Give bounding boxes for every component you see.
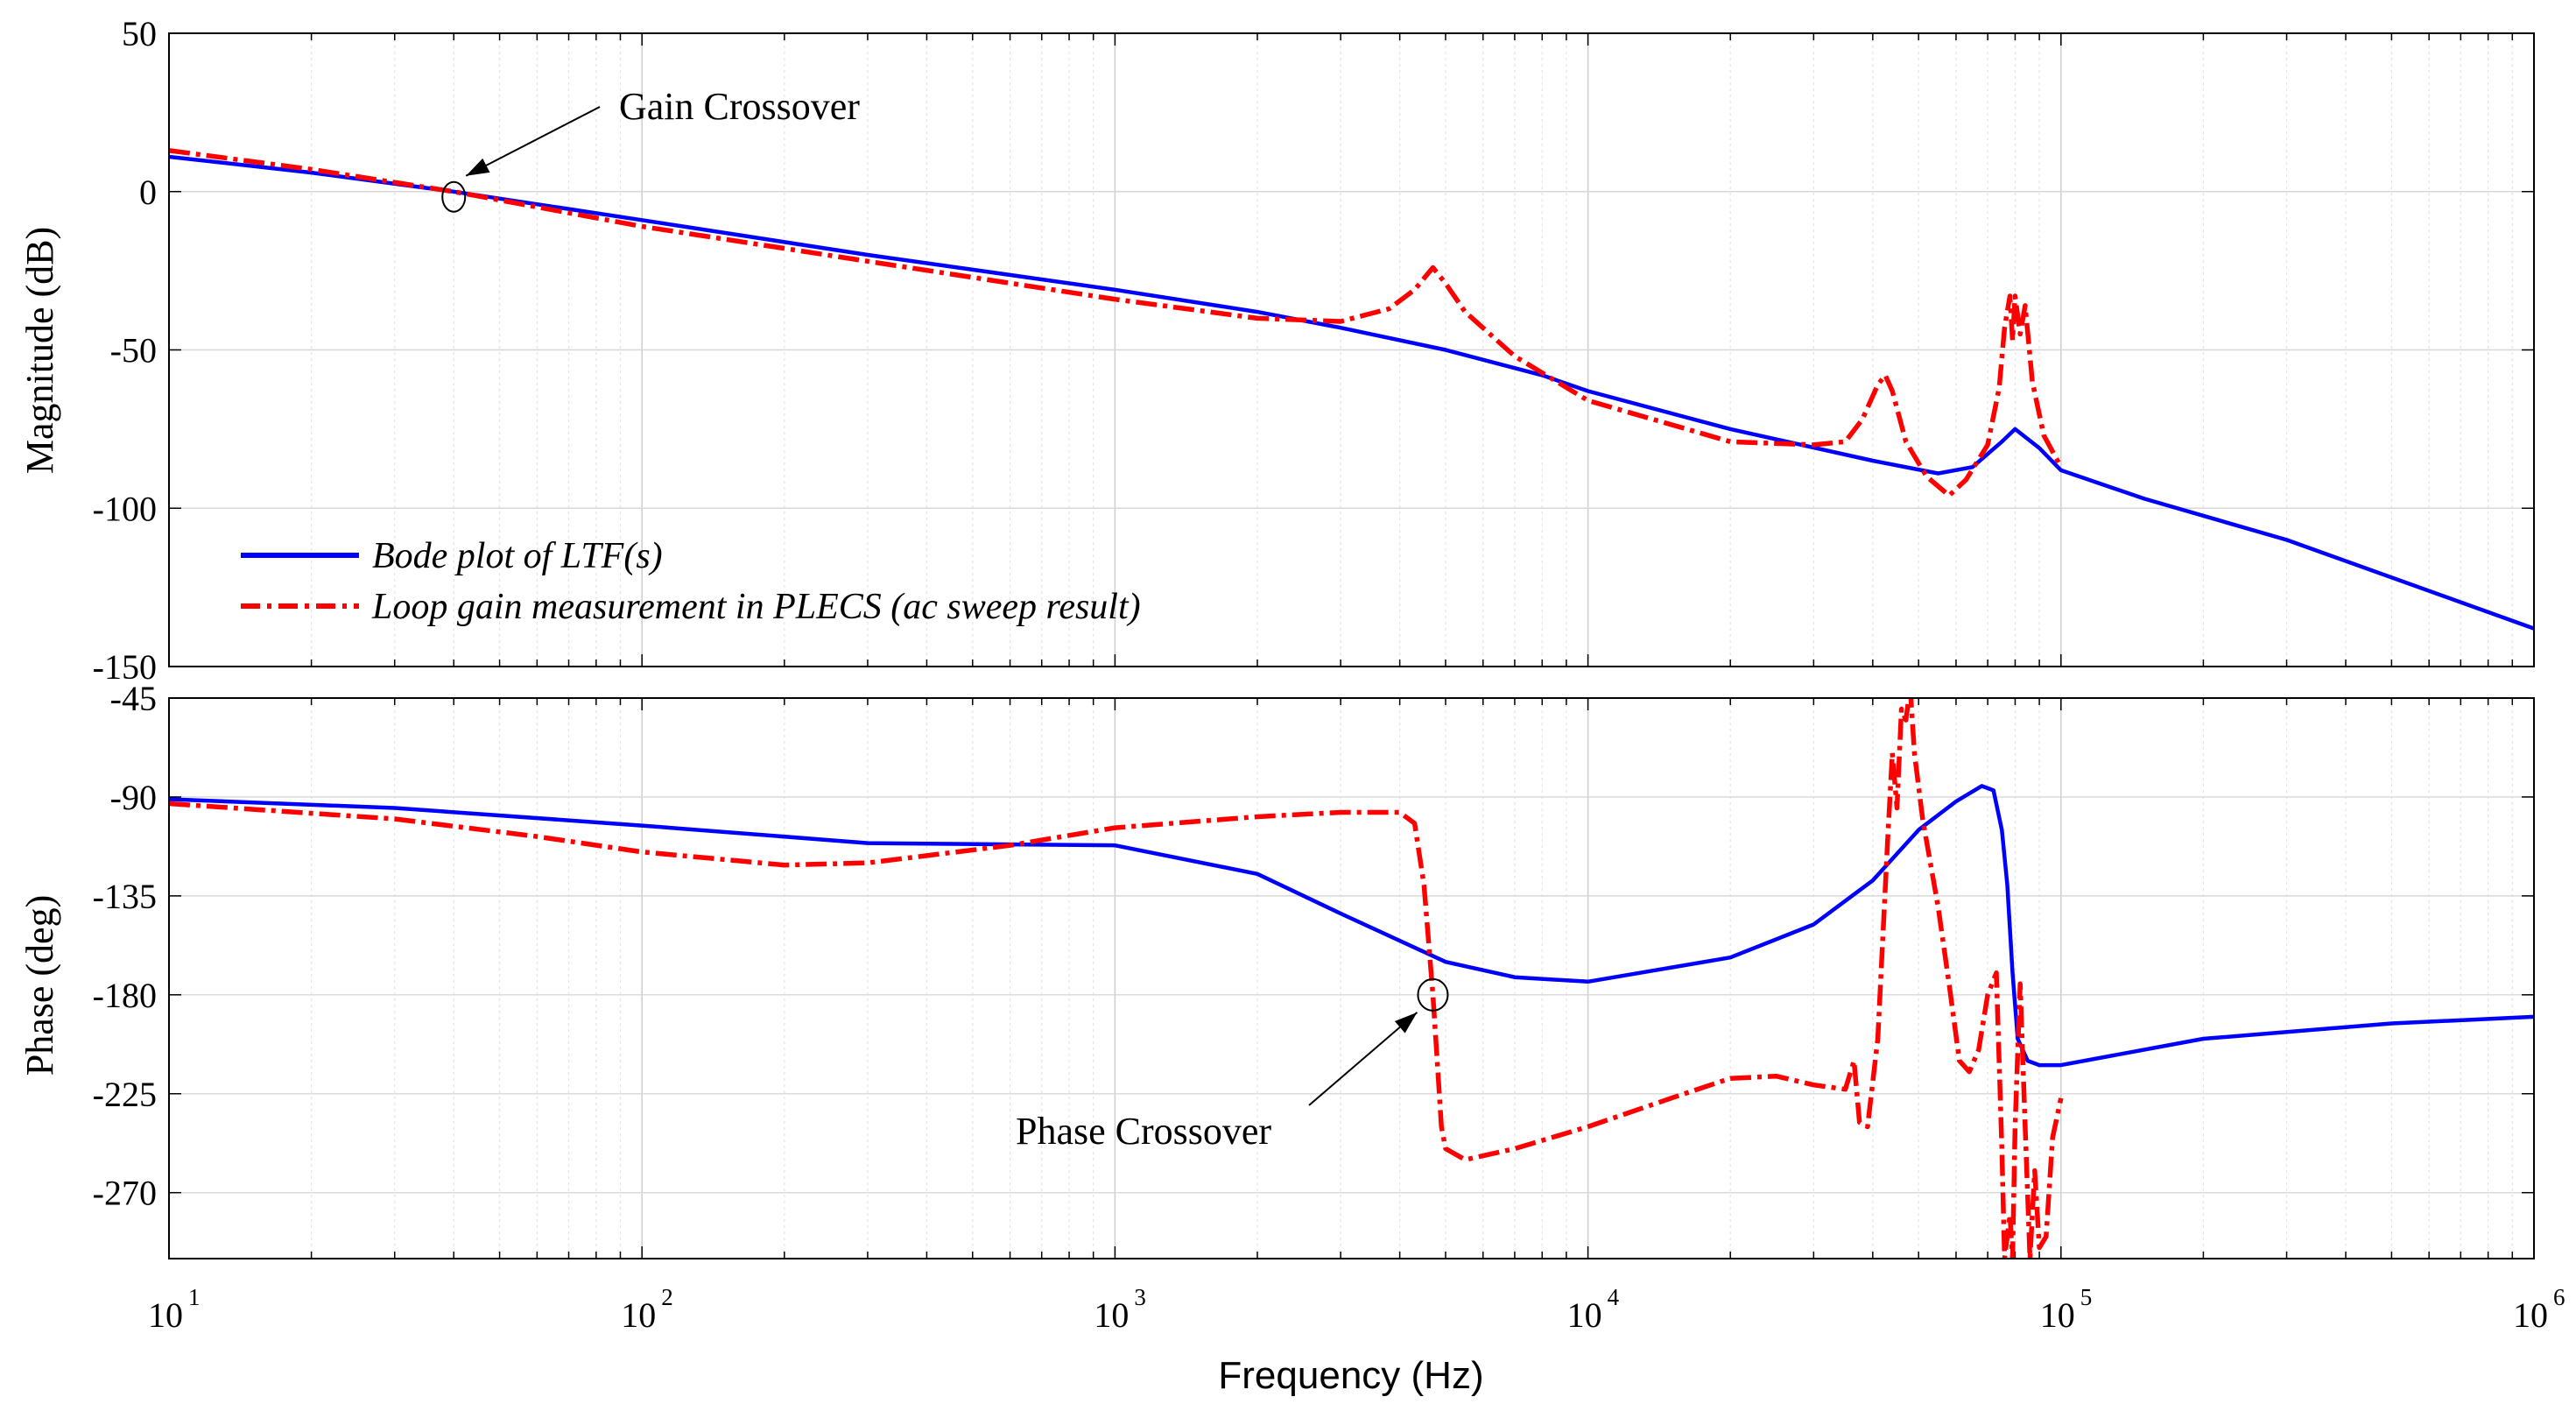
legend-label-plecs: Loop gain measurement in PLECS (ac sweep…: [371, 587, 1141, 627]
legend-label-ltf: Bode plot of LTF(s): [372, 536, 663, 576]
magnitude-line-ltf: [169, 154, 2534, 631]
phase-crossover-arrow: [1308, 1012, 1418, 1106]
phase-line-ltf: [169, 784, 2534, 1068]
gain-crossover-label: Gain Crossover: [619, 85, 860, 128]
ph-y-tick-label: -45: [110, 679, 157, 718]
x-tick-exponent: 3: [1134, 1284, 1146, 1310]
ph-y-tick-label: -135: [93, 877, 157, 916]
magnitude-panel: 50 0 -50 -100 -150 Magnitude (dB) Bode plot …: [18, 14, 2535, 687]
magnitude-line-plecs: [169, 148, 2064, 498]
phase-line-plecs: [169, 698, 2064, 1259]
x-tick-exponent: 6: [2553, 1284, 2565, 1310]
mag-y-tick-label: 0: [139, 173, 157, 212]
phase-crossover-marker: [1417, 977, 1449, 1012]
x-tick-exponent: 5: [2080, 1284, 2093, 1310]
mag-y-tick-label: 50: [122, 14, 157, 53]
ph-y-tick-label: -180: [93, 976, 157, 1015]
x-axis-ticks: 10 1 10 2 10 3 10 4 10 5 10 6: [148, 1284, 2565, 1335]
magnitude-ylabel: Magnitude (dB): [18, 227, 61, 474]
phase-ylabel: Phase (deg): [18, 895, 61, 1076]
phase-grid: [168, 697, 2534, 1259]
mag-y-tick-label: -150: [93, 647, 157, 687]
gain-crossover-arrow: [465, 106, 601, 177]
x-tick-label: 10: [1567, 1295, 1602, 1335]
phase-y-ticks: -45 -90 -135 -180 -225 -270: [93, 679, 2534, 1213]
x-tick-label: 10: [148, 1295, 183, 1335]
x-tick-exponent: 2: [661, 1284, 673, 1310]
x-axis-label: Frequency (Hz): [1218, 1354, 1483, 1397]
ph-y-tick-label: -270: [93, 1174, 157, 1213]
mag-y-tick-label: -50: [110, 331, 157, 370]
x-tick-exponent: 1: [188, 1284, 201, 1310]
x-tick-label: 10: [2513, 1295, 2548, 1335]
mag-y-tick-label: -100: [93, 489, 157, 528]
legend: Bode plot of LTF(s) Loop gain measuremen…: [241, 536, 1141, 627]
gain-crossover-arrowhead: [466, 158, 490, 176]
phase-crossover-annotation: Phase Crossover: [1016, 977, 1449, 1153]
phase-panel: -45 -90 -135 -180 -225 -270 Phase (deg) Phase…: [18, 679, 2535, 1259]
phase-crossover-arrowhead: [1394, 1012, 1418, 1034]
magnitude-series: [169, 148, 2534, 631]
ph-y-tick-label: -225: [93, 1075, 157, 1114]
magnitude-y-ticks: 50 0 -50 -100 -150: [93, 14, 2534, 687]
x-tick-label: 10: [2040, 1295, 2075, 1335]
gain-crossover-marker: [441, 180, 467, 213]
phase-axes-box: [168, 697, 2535, 1259]
x-tick-exponent: 4: [1608, 1284, 1620, 1310]
gain-crossover-annotation: Gain Crossover: [441, 85, 860, 213]
x-tick-label: 10: [1094, 1295, 1129, 1335]
x-tick-label: 10: [621, 1295, 656, 1335]
ph-y-tick-label: -90: [110, 778, 157, 817]
phase-series: [169, 698, 2534, 1259]
phase-crossover-label: Phase Crossover: [1016, 1110, 1271, 1153]
